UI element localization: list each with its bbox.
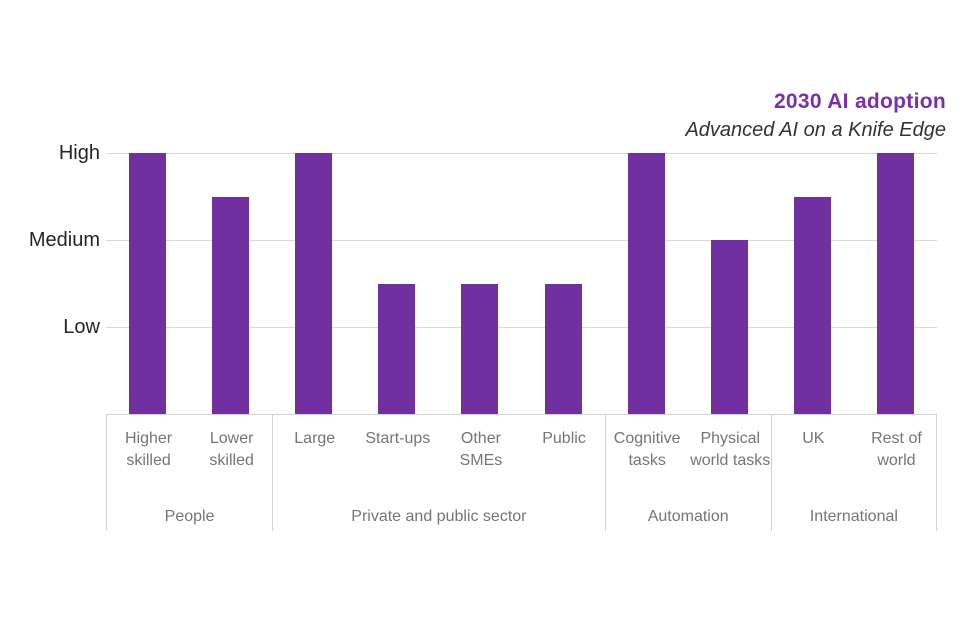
group-label-people: People — [164, 508, 215, 525]
y-tick-label-low: Low — [63, 316, 100, 338]
bar-start-ups — [378, 283, 416, 414]
category-label-start-ups: Start-ups — [365, 430, 431, 447]
category-group-private-and-public-sector: Large Start-ups Other SMEs Public Private an… — [272, 415, 604, 531]
gridline-low — [106, 327, 937, 328]
group-label-international: International — [809, 508, 898, 525]
bar-public — [544, 283, 582, 414]
group-label-automation: Automation — [647, 508, 729, 525]
bar-large — [295, 153, 333, 414]
chart-subtitle: Advanced AI on a Knife Edge — [685, 119, 946, 141]
category-group-automation: Cognitive tasks Physical world tasks Autom… — [604, 415, 771, 531]
axis-panel: Higher skilled Lower skilled People Large St… — [106, 414, 937, 531]
category-label-rest-of-world: Rest of world — [871, 430, 922, 469]
group-label-private-and-public-sector: Private and public sector — [351, 508, 527, 525]
bar-other-smes — [461, 283, 499, 414]
category-label-uk: UK — [802, 430, 825, 447]
category-label-cognitive-tasks: Cognitive tasks — [613, 430, 681, 469]
category-group-people: Higher skilled Lower skilled People — [106, 415, 272, 531]
chart-header: 2030 AI adoption Advanced AI on a Knife … — [685, 90, 946, 142]
bar-lower-skilled — [212, 196, 250, 414]
gridline-high — [106, 153, 937, 154]
y-tick-label-high: High — [58, 142, 100, 164]
category-group-international: UK Rest of world International — [770, 415, 937, 531]
bar-rest-of-world — [876, 153, 914, 414]
category-label-lower-skilled: Lower skilled — [209, 430, 254, 469]
category-label-public: Public — [542, 430, 586, 447]
category-label-large: Large — [294, 430, 336, 447]
y-tick-label-medium: Medium — [28, 229, 100, 251]
bar-higher-skilled — [129, 153, 167, 414]
category-label-other-smes: Other SMEs — [459, 430, 503, 469]
category-label-physical-world-tasks: Physical world tasks — [690, 430, 771, 469]
category-label-higher-skilled: Higher skilled — [124, 430, 173, 469]
bar-physical-world-tasks — [710, 240, 748, 414]
plot-area: High Medium Low — [29, 142, 937, 414]
gridline-medium — [106, 240, 937, 241]
bar-uk — [793, 196, 831, 414]
chart-title: 2030 AI adoption — [773, 90, 946, 113]
bar-cognitive-tasks — [627, 153, 665, 414]
